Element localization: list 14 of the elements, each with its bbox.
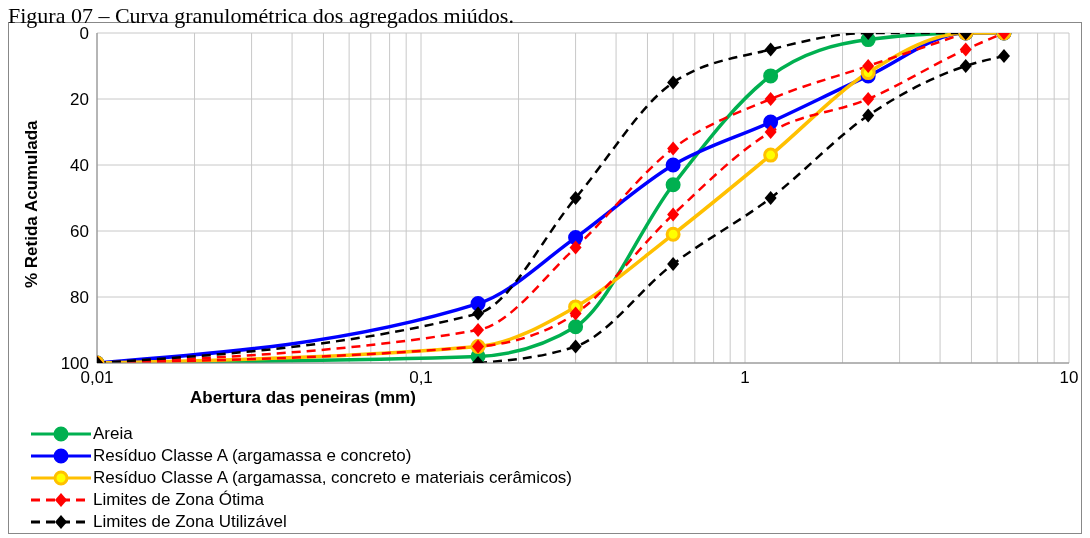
y-tick-label: 80 [70, 288, 89, 308]
x-axis-title: Abertura das peneiras (mm) [190, 388, 416, 408]
y-tick-label: 60 [70, 222, 89, 242]
legend-label: Limites de Zona Ótima [93, 490, 265, 510]
legend-label: Resíduo Classe A (argamassa, concreto e materiais cerâmicos) [93, 468, 573, 488]
x-tick-label: 0,1 [409, 368, 433, 388]
legend-label: Resíduo Classe A (argamassa e concreto) [93, 446, 412, 466]
x-tick-label: 1 [740, 368, 750, 388]
legend-label: Limites de Zona Utilizável [93, 512, 287, 532]
x-tick-label: 10 [1059, 368, 1079, 388]
y-tick-label: 20 [70, 90, 89, 110]
y-axis-title: % Retida Acumulada [22, 119, 42, 288]
y-tick-label: 40 [70, 156, 89, 176]
legend-label: Areia [93, 424, 133, 444]
